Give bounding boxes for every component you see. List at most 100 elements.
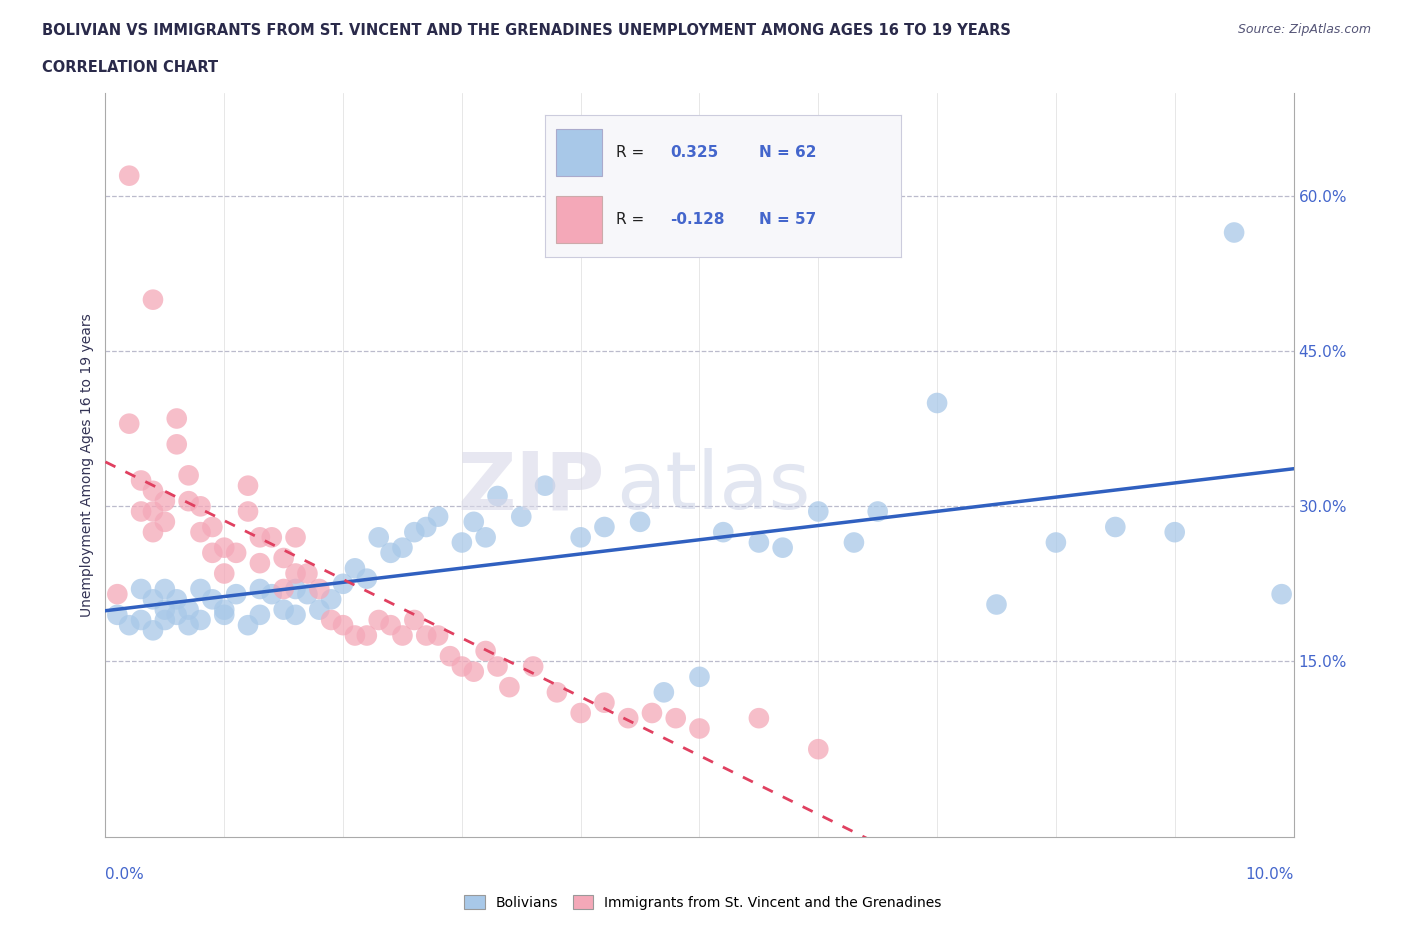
Point bbox=[689, 721, 711, 736]
Point bbox=[177, 494, 200, 509]
Point bbox=[153, 494, 176, 509]
Point bbox=[129, 504, 152, 519]
Point bbox=[201, 545, 224, 560]
Point bbox=[665, 711, 688, 725]
Point bbox=[214, 607, 236, 622]
Point bbox=[236, 478, 259, 493]
Point bbox=[260, 587, 283, 602]
Point bbox=[534, 478, 557, 493]
Point bbox=[273, 603, 295, 618]
Point bbox=[273, 551, 295, 565]
Point bbox=[214, 540, 236, 555]
Point bbox=[273, 581, 295, 596]
Point bbox=[1223, 225, 1246, 240]
Point bbox=[177, 618, 200, 632]
Point bbox=[807, 742, 830, 757]
Point bbox=[118, 417, 141, 432]
Point bbox=[593, 696, 616, 711]
Point bbox=[404, 525, 426, 539]
Point bbox=[249, 607, 271, 622]
Point bbox=[153, 581, 176, 596]
Point bbox=[807, 504, 830, 519]
Point bbox=[166, 437, 188, 452]
Point bbox=[404, 613, 426, 628]
Text: BOLIVIAN VS IMMIGRANTS FROM ST. VINCENT AND THE GRENADINES UNEMPLOYMENT AMONG AG: BOLIVIAN VS IMMIGRANTS FROM ST. VINCENT … bbox=[42, 23, 1011, 38]
Point bbox=[367, 613, 389, 628]
Point bbox=[772, 540, 794, 555]
Point bbox=[569, 706, 592, 721]
Point bbox=[225, 545, 247, 560]
Point bbox=[201, 520, 224, 535]
Point bbox=[450, 659, 472, 674]
Point bbox=[415, 520, 437, 535]
Point bbox=[486, 488, 509, 503]
Point bbox=[105, 607, 128, 622]
Point bbox=[617, 711, 640, 725]
Point bbox=[190, 498, 212, 513]
Point bbox=[284, 530, 307, 545]
Point bbox=[391, 540, 413, 555]
Point bbox=[748, 711, 770, 725]
Point bbox=[474, 644, 496, 658]
Point bbox=[427, 510, 450, 525]
Point bbox=[118, 168, 141, 183]
Point bbox=[569, 530, 592, 545]
Point bbox=[249, 530, 271, 545]
Point bbox=[463, 664, 485, 679]
Point bbox=[297, 587, 319, 602]
Point bbox=[166, 411, 188, 426]
Point bbox=[593, 520, 616, 535]
Point bbox=[415, 628, 437, 643]
Point bbox=[474, 530, 496, 545]
Point bbox=[522, 659, 544, 674]
Point bbox=[249, 581, 271, 596]
Text: 0.0%: 0.0% bbox=[105, 867, 145, 882]
Point bbox=[142, 623, 165, 638]
Point bbox=[308, 603, 330, 618]
Point bbox=[1164, 525, 1187, 539]
Point bbox=[153, 514, 176, 529]
Text: 10.0%: 10.0% bbox=[1246, 867, 1294, 882]
Point bbox=[927, 395, 949, 410]
Text: atlas: atlas bbox=[616, 448, 811, 526]
Point bbox=[356, 628, 378, 643]
Point bbox=[142, 525, 165, 539]
Point bbox=[225, 587, 247, 602]
Point bbox=[201, 591, 224, 606]
Point bbox=[190, 581, 212, 596]
Point bbox=[284, 566, 307, 581]
Text: Source: ZipAtlas.com: Source: ZipAtlas.com bbox=[1237, 23, 1371, 36]
Point bbox=[308, 581, 330, 596]
Point bbox=[498, 680, 520, 695]
Point bbox=[214, 566, 236, 581]
Point bbox=[463, 514, 485, 529]
Point bbox=[343, 628, 366, 643]
Point bbox=[356, 571, 378, 586]
Point bbox=[321, 591, 343, 606]
Point bbox=[546, 684, 568, 699]
Point bbox=[391, 628, 413, 643]
Point bbox=[380, 618, 402, 632]
Point bbox=[332, 577, 354, 591]
Point bbox=[866, 504, 889, 519]
Point bbox=[190, 613, 212, 628]
Point bbox=[118, 618, 141, 632]
Point bbox=[142, 504, 165, 519]
Text: ZIP: ZIP bbox=[457, 448, 605, 526]
Point bbox=[628, 514, 651, 529]
Point bbox=[1271, 587, 1294, 602]
Point bbox=[190, 525, 212, 539]
Point bbox=[236, 504, 259, 519]
Point bbox=[177, 468, 200, 483]
Point bbox=[153, 603, 176, 618]
Point bbox=[380, 545, 402, 560]
Point bbox=[641, 706, 664, 721]
Point bbox=[166, 591, 188, 606]
Point bbox=[236, 618, 259, 632]
Point bbox=[153, 613, 176, 628]
Point bbox=[510, 510, 533, 525]
Point bbox=[297, 566, 319, 581]
Point bbox=[427, 628, 450, 643]
Point bbox=[842, 535, 865, 550]
Point bbox=[214, 603, 236, 618]
